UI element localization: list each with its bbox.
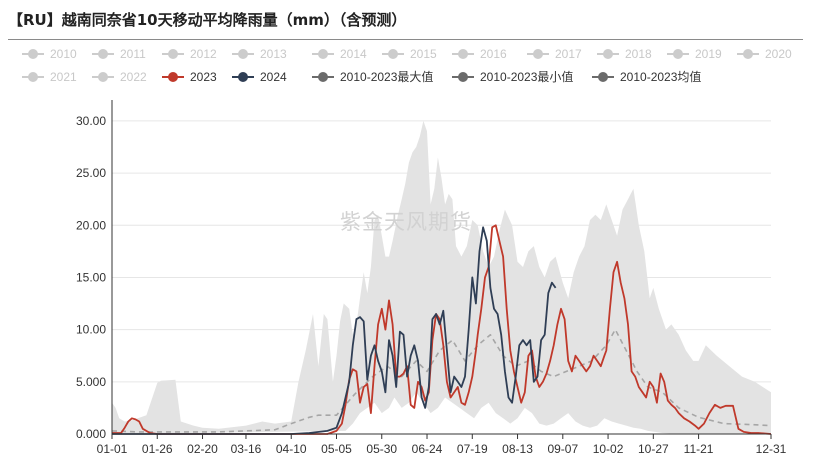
- legend-label: 2024: [260, 69, 287, 84]
- legend-item-2015[interactable]: 2015: [382, 42, 437, 65]
- x-tick-label: 10-02: [593, 442, 624, 456]
- legend-marker-icon: [312, 71, 334, 83]
- legend-item-2023[interactable]: 2023: [162, 65, 217, 88]
- legend-label: 2018: [625, 46, 652, 61]
- legend-item-2022[interactable]: 2022: [92, 65, 147, 88]
- legend-label: 2010-2023均值: [620, 70, 702, 84]
- legend-label: 2023: [190, 69, 217, 84]
- legend-label: 2011: [120, 46, 146, 61]
- x-tick-label: 11-21: [684, 442, 714, 456]
- y-tick-label: 25.00: [76, 166, 106, 180]
- legend-marker-icon: [737, 48, 759, 60]
- title-divider: [8, 39, 803, 40]
- x-tick-label: 02-20: [187, 442, 218, 456]
- y-tick-labels: 0.000 5.000 10.00 15.00 20.00 25.00 30.00: [76, 114, 106, 441]
- x-tick-label: 01-26: [142, 442, 173, 456]
- legend-label: 2010-2023最大值: [340, 70, 434, 84]
- legend-marker-icon: [92, 71, 114, 83]
- legend-marker-icon: [452, 71, 474, 83]
- x-tick-label: 07-19: [457, 442, 488, 456]
- legend-item-2024[interactable]: 2024: [232, 65, 287, 88]
- y-tick-label: 0.000: [76, 427, 106, 441]
- legend-item-2021[interactable]: 2021: [22, 65, 77, 88]
- legend-label: 2021: [50, 69, 77, 84]
- legend-label: 2020: [765, 46, 792, 61]
- x-tick-label: 01-01: [97, 442, 128, 456]
- legend-item-2019[interactable]: 2019: [667, 42, 722, 65]
- legend-item-2010-2023最大值[interactable]: 2010-2023最大值: [312, 65, 433, 88]
- series-line-2010-2023均值: [111, 328, 772, 433]
- legend-marker-icon: [312, 48, 334, 60]
- x-tick-label: 08-13: [502, 442, 533, 456]
- y-tick-label: 5.000: [76, 375, 106, 389]
- series-line-2024: [112, 226, 557, 435]
- legend-label: 2016: [480, 46, 507, 61]
- legend-label: 2010-2023最小值: [480, 70, 574, 84]
- legend-label: 2017: [555, 46, 582, 61]
- legend-item-2020[interactable]: 2020: [737, 42, 792, 65]
- legend-item-2010[interactable]: 2010: [22, 42, 77, 65]
- legend-marker-icon: [162, 71, 184, 83]
- legend-marker-icon: [232, 48, 254, 60]
- axes: [111, 100, 771, 435]
- legend-label: 2012: [190, 46, 217, 61]
- x-tick-label: 04-10: [276, 442, 307, 456]
- y-tick-label: 30.00: [76, 114, 106, 128]
- legend-marker-icon: [232, 71, 254, 83]
- x-tick-label: 09-07: [547, 442, 578, 456]
- legend-marker-icon: [452, 48, 474, 60]
- legend-label: 2014: [340, 46, 367, 61]
- series-line-2023: [112, 224, 772, 435]
- legend-item-2014[interactable]: 2014: [312, 42, 367, 65]
- legend-item-2018[interactable]: 2018: [597, 42, 652, 65]
- legend-item-2011[interactable]: 2011: [92, 42, 146, 65]
- x-tick-label: 05-30: [366, 442, 397, 456]
- legend-item-2013[interactable]: 2013: [232, 42, 287, 65]
- legend-item-2017[interactable]: 2017: [527, 42, 582, 65]
- legend-marker-icon: [22, 71, 44, 83]
- legend-marker-icon: [597, 48, 619, 60]
- legend-marker-icon: [592, 71, 614, 83]
- y-tick-label: 20.00: [76, 218, 106, 232]
- x-tick-label: 10-27: [638, 442, 669, 456]
- legend-marker-icon: [22, 48, 44, 60]
- x-tick-label: 03-16: [231, 442, 262, 456]
- legend: 2010 2011 2012 2013 2014 2015 2016 2017 2018 2019…: [22, 42, 812, 88]
- legend-label: 2013: [260, 46, 287, 61]
- legend-marker-icon: [382, 48, 404, 60]
- y-tick-label: 10.00: [76, 323, 106, 337]
- legend-label: 2010: [50, 46, 77, 61]
- legend-item-2010-2023均值[interactable]: 2010-2023均值: [592, 65, 701, 88]
- x-tick-label: 12-31: [756, 442, 787, 456]
- min-max-band: [112, 120, 771, 435]
- x-tick-labels: 01-01 01-26 02-20 03-16 04-10 05-05 05-30 06-24…: [97, 434, 787, 456]
- legend-label: 2019: [695, 46, 722, 61]
- chart-title: 【RU】越南同奈省10天移动平均降雨量（mm）（含预测）: [8, 11, 407, 29]
- legend-item-2016[interactable]: 2016: [452, 42, 507, 65]
- legend-item-2012[interactable]: 2012: [162, 42, 217, 65]
- y-tick-label: 15.00: [76, 270, 106, 284]
- legend-row-1: 2010 2011 2012 2013 2014 2015 2016 2017 2018 2019…: [22, 42, 812, 65]
- watermark: 紫金天风期货: [340, 210, 472, 234]
- legend-label: 2022: [120, 69, 147, 84]
- legend-label: 2015: [410, 46, 437, 61]
- legend-marker-icon: [667, 48, 689, 60]
- max-min-range-area: [112, 120, 771, 435]
- legend-marker-icon: [527, 48, 549, 60]
- legend-marker-icon: [162, 48, 184, 60]
- legend-item-2010-2023最小值[interactable]: 2010-2023最小值: [452, 65, 573, 88]
- legend-row-2: 2021 2022 2023 2024 2010-2023最大值 2010-2023最小值…: [22, 65, 812, 88]
- series-lines: [111, 224, 772, 435]
- x-tick-label: 06-24: [412, 442, 443, 456]
- legend-marker-icon: [92, 48, 114, 60]
- x-tick-label: 05-05: [321, 442, 352, 456]
